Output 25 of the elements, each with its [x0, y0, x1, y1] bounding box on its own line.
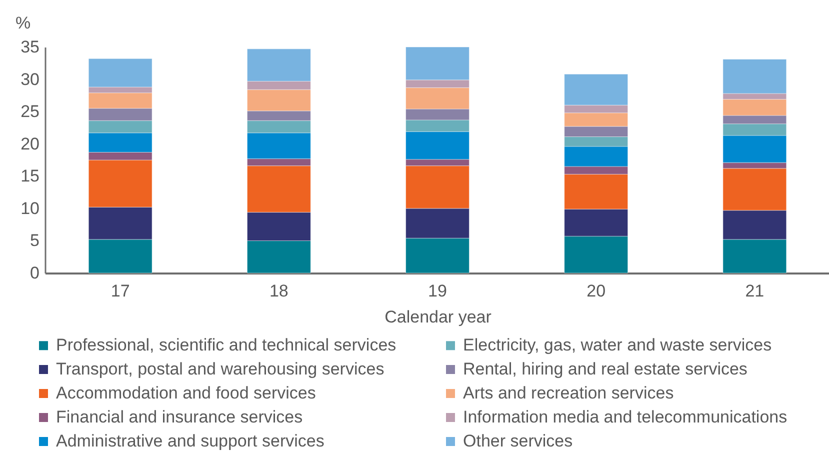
legend-label: Arts and recreation services	[463, 384, 674, 402]
legend-label: Electricity, gas, water and waste services	[463, 336, 772, 355]
legend-label: Accommodation and food services	[56, 384, 316, 402]
legend-label: Professional, scientific and technical services	[56, 336, 396, 355]
legend-label: Other services	[463, 432, 573, 450]
y-tick-label: 15	[20, 166, 40, 186]
legend-label: Rental, hiring and real estate services	[463, 360, 748, 378]
y-axis-title: %	[16, 14, 31, 32]
y-tick-label: 5	[30, 231, 40, 250]
x-tick-label: 17	[110, 282, 130, 300]
y-tick-label: 0	[30, 264, 40, 282]
x-tick-label: 18	[269, 282, 288, 300]
x-axis-title: Calendar year	[384, 308, 492, 326]
legend-label: Financial and insurance services	[56, 408, 303, 426]
legend-label: Transport, postal and warehousing services	[56, 360, 384, 378]
y-tick-label: 25	[20, 102, 40, 122]
y-tick-label: 35	[20, 38, 40, 56]
legend-label: Information media and telecommunications	[463, 408, 788, 426]
y-tick-label: 30	[20, 70, 40, 89]
x-tick-label: 21	[745, 282, 764, 300]
x-tick-label: 19	[428, 282, 447, 300]
y-tick-label: 20	[20, 134, 40, 154]
x-tick-label: 20	[586, 282, 606, 300]
legend-label: Administrative and support services	[56, 432, 324, 450]
y-tick-label: 10	[20, 198, 40, 218]
